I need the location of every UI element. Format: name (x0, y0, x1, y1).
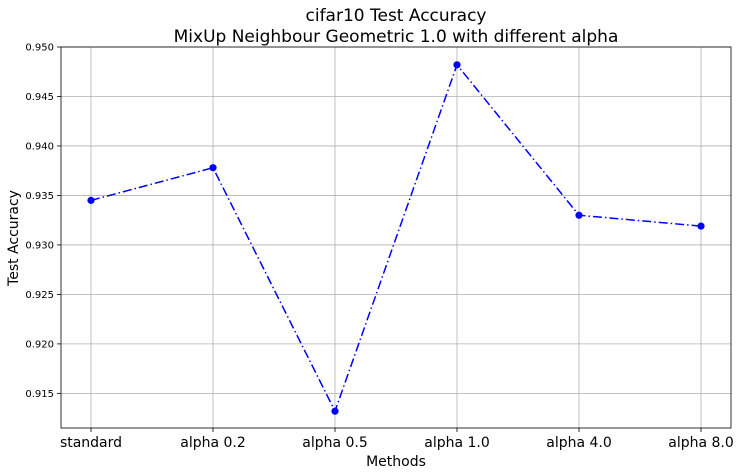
series-layer (87, 61, 705, 415)
chart-subtitle: MixUp Neighbour Geometric 1.0 with diffe… (174, 27, 619, 47)
data-point (87, 196, 95, 204)
x-tick-label: standard (60, 435, 122, 451)
x-tick-label: alpha 4.0 (546, 435, 612, 451)
x-axis-label: Methods (366, 454, 426, 470)
data-point (209, 164, 217, 172)
chart-title: cifar10 Test Accuracy (306, 6, 487, 26)
x-tick-label: alpha 8.0 (668, 435, 734, 451)
y-tick-label: 0.930 (25, 240, 54, 251)
y-axis-label: Test Accuracy (6, 190, 22, 287)
y-tick-label: 0.950 (25, 43, 54, 54)
data-point (575, 211, 583, 219)
data-point (697, 222, 705, 230)
data-point (331, 407, 339, 415)
plot-frame (60, 46, 732, 429)
grid-layer (61, 46, 731, 428)
x-tick-label: alpha 0.5 (302, 435, 368, 451)
x-tick-label: alpha 1.0 (424, 435, 490, 451)
y-tick-label: 0.940 (25, 141, 54, 152)
data-point (453, 61, 461, 69)
y-tick-label: 0.915 (25, 389, 54, 400)
y-tick-label: 0.925 (25, 290, 54, 301)
y-tick-label: 0.945 (25, 92, 54, 103)
tick-layer: 0.915 0.920 0.925 0.930 0.935 0.940 0.945 0.950… (25, 43, 733, 452)
y-tick-label: 0.920 (25, 339, 54, 350)
series-line (90, 63, 702, 414)
y-tick-label: 0.935 (25, 191, 54, 202)
x-tick-label: alpha 0.2 (180, 435, 246, 451)
